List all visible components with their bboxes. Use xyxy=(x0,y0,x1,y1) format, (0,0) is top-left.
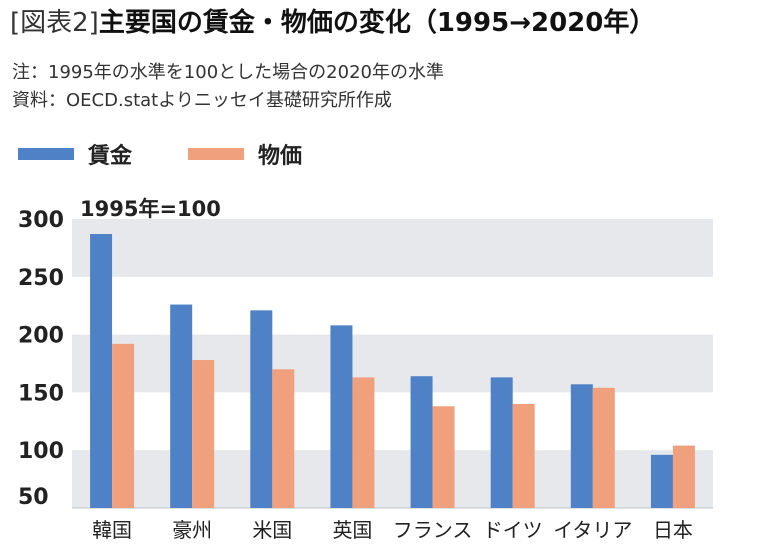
bar-wage xyxy=(490,377,513,508)
x-category-label: 豪州 xyxy=(172,518,212,542)
x-axis: 韓国 豪州 米国 英国 フランス ドイツ イタリア 日本 xyxy=(92,518,693,542)
legend: 賃金 物価 xyxy=(18,138,358,170)
bar-wage xyxy=(170,304,193,508)
bars xyxy=(90,234,695,508)
y-tick-label: 300 xyxy=(18,208,64,233)
bar-price xyxy=(112,343,135,508)
y-axis: 50 100 150 200 250 300 xyxy=(18,208,64,510)
y-tick-label: 150 xyxy=(18,381,64,406)
x-category-label: ドイツ xyxy=(483,518,543,542)
bar-price xyxy=(432,406,455,508)
bar-price xyxy=(352,377,375,508)
bar-wage xyxy=(650,454,673,508)
grid-bands xyxy=(72,219,713,509)
grid-band xyxy=(72,450,713,508)
legend-label-wage: 賃金 xyxy=(88,144,133,169)
bar-wage xyxy=(90,234,113,508)
y-tick-label: 100 xyxy=(18,439,64,464)
bar-price xyxy=(672,445,695,508)
y-tick-label: 200 xyxy=(18,324,64,349)
x-category-label: 英国 xyxy=(332,518,372,542)
x-category-label: 日本 xyxy=(653,518,693,542)
x-category-label: イタリア xyxy=(553,518,632,542)
bar-price xyxy=(592,387,615,508)
title-text: 主要国の賃金・物価の変化（1995→2020年） xyxy=(98,8,656,38)
figure-tag: [図表2] xyxy=(10,8,99,38)
y-axis-note: 1995年=100 xyxy=(80,197,221,221)
bar-price xyxy=(192,360,215,508)
legend-item-wage: 賃金 xyxy=(18,138,132,170)
bar-price xyxy=(272,369,295,508)
bar-wage xyxy=(330,325,353,508)
bar-wage xyxy=(570,384,593,508)
grid-band xyxy=(72,334,713,393)
bar-price xyxy=(512,403,535,508)
legend-swatch-price xyxy=(188,148,245,160)
legend-item-price: 物価 xyxy=(188,138,302,170)
y-tick-label: 50 xyxy=(18,485,49,510)
source-text: 資料：OECD.statよりニッセイ基礎研究所作成 xyxy=(12,90,392,111)
legend-swatch-wage xyxy=(18,148,74,160)
y-tick-label: 250 xyxy=(18,266,64,291)
bar-wage xyxy=(250,310,273,508)
chart-title: [図表2]主要国の賃金・物価の変化（1995→2020年） xyxy=(10,8,655,39)
x-category-label: 米国 xyxy=(252,518,292,542)
x-category-label: フランス xyxy=(393,518,473,542)
grid-band xyxy=(72,219,713,277)
x-category-label: 韓国 xyxy=(92,518,132,542)
bar-wage xyxy=(410,376,433,508)
legend-label-price: 物価 xyxy=(258,144,303,169)
note-text: 注：1995年の水準を100とした場合の2020年の水準 xyxy=(12,62,444,83)
